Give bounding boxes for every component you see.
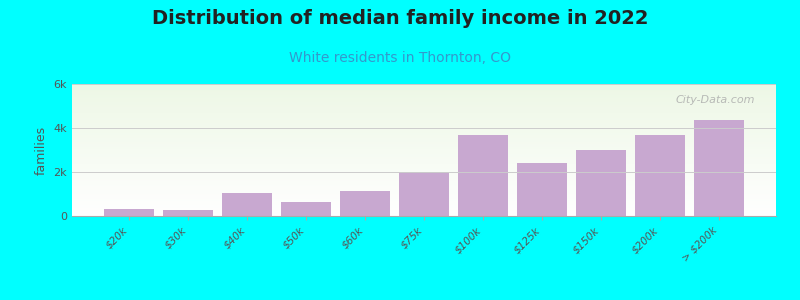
Bar [635,135,685,216]
Bar [163,210,213,216]
Bar [694,120,744,216]
Bar [222,193,272,216]
Bar [281,202,331,216]
Bar [340,191,390,216]
Bar [576,150,626,216]
Bar [517,163,567,216]
Bar [399,172,449,216]
Y-axis label: families: families [35,125,48,175]
Text: White residents in Thornton, CO: White residents in Thornton, CO [289,51,511,65]
Bar [104,209,154,216]
Bar [458,135,508,216]
Text: Distribution of median family income in 2022: Distribution of median family income in … [152,9,648,28]
Text: City-Data.com: City-Data.com [675,94,755,105]
